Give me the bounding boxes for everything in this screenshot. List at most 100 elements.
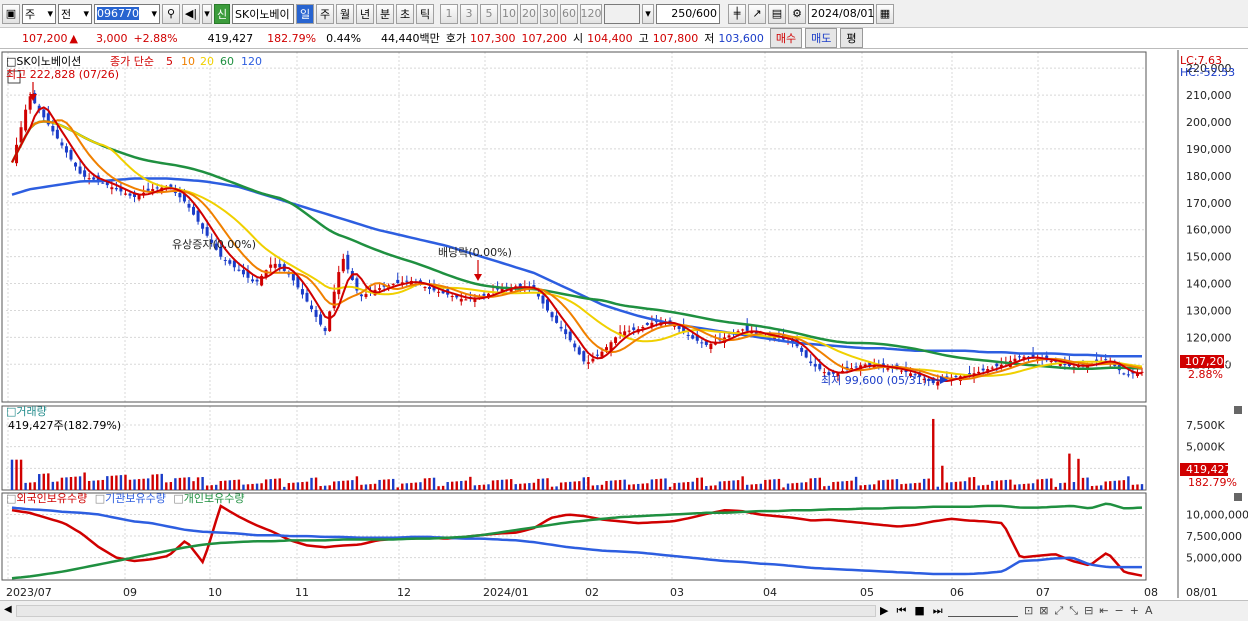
tab-year[interactable]: 년 [356, 3, 374, 24]
fib-icon[interactable]: ⊟ [1084, 604, 1094, 617]
candle [573, 340, 577, 352]
stock-code-input[interactable]: 096770 ▾ [94, 3, 160, 24]
volume-bar [600, 484, 604, 490]
scroll-track[interactable] [16, 605, 876, 617]
candle-body [19, 127, 23, 143]
volume-bar [505, 479, 508, 490]
candle [450, 294, 454, 302]
candle-body [210, 239, 214, 243]
tab-minute[interactable]: 분 [376, 3, 394, 24]
interval-button[interactable]: 120 [580, 3, 602, 24]
volume-panel-close-icon[interactable] [1234, 406, 1242, 414]
candle-body [287, 273, 291, 275]
sell-button[interactable]: 매도 [805, 28, 838, 48]
panel-toggle-icon[interactable] [7, 70, 21, 84]
volume-bar [351, 480, 354, 490]
candle [314, 305, 318, 323]
indicator-button[interactable]: ↗ [748, 3, 766, 24]
stock-chart[interactable]: 110,000120,000130,000140,000150,000160,0… [0, 50, 1248, 600]
market-type-select[interactable]: 주 ▾ [22, 3, 56, 24]
volume-bar [210, 485, 213, 490]
zoom-slider[interactable] [948, 605, 1018, 617]
speaker-menu-button[interactable]: ▾ [202, 3, 212, 24]
interval-button[interactable]: 60 [560, 3, 578, 24]
interval-button[interactable]: 10 [500, 3, 518, 24]
tab-week[interactable]: 주 [316, 3, 334, 24]
screen-menu-button[interactable]: ▣ [2, 3, 20, 24]
candle-body [346, 254, 350, 270]
candle-body [300, 289, 304, 295]
volume-bar [718, 481, 722, 490]
candle-body [682, 325, 686, 333]
volume-bar [28, 482, 32, 490]
volume-bar [373, 483, 377, 490]
scroll-left-icon[interactable]: ◀ [4, 604, 12, 615]
panel-frame [1, 492, 1147, 581]
volume-bar [314, 477, 318, 490]
volume-bar [723, 481, 726, 490]
font-size-icon[interactable]: A [1144, 604, 1153, 617]
play-icon[interactable]: ▶ [880, 604, 889, 617]
last-price-marker [1180, 355, 1224, 368]
candle [196, 208, 200, 225]
candle-type-button[interactable]: ╪ [728, 3, 746, 24]
search-button[interactable]: ⚲ [162, 3, 180, 24]
settings-button[interactable]: ⚙ [788, 3, 806, 24]
interval-button[interactable]: 30 [540, 3, 558, 24]
tab-second[interactable]: 초 [396, 3, 414, 24]
volume-bar [1040, 479, 1044, 490]
volume-bar [128, 479, 132, 490]
buy-button[interactable]: 매수 [769, 28, 803, 48]
step-forward-icon[interactable]: ⏭ [932, 604, 943, 617]
tab-month[interactable]: 월 [336, 3, 354, 24]
holdings-panel-close-icon[interactable] [1234, 493, 1242, 501]
interval-button[interactable]: 3 [460, 3, 478, 24]
stop-icon[interactable]: ■ [914, 604, 925, 617]
interval-button[interactable]: 1 [440, 3, 458, 24]
save-button[interactable]: ▤ [768, 3, 786, 24]
candle-body [142, 192, 146, 195]
volume-bar [850, 480, 853, 490]
new-listing-badge: 신 [214, 3, 230, 24]
candle-body [105, 181, 109, 186]
chevron-down-icon: ▾ [204, 7, 210, 20]
volume-bar [868, 484, 871, 490]
volume-bar [591, 485, 595, 490]
date-input[interactable]: 2024/08/01 [808, 3, 874, 24]
custom-interval-dropdown[interactable]: ▾ [642, 3, 654, 24]
tab-tick[interactable]: 틱 [416, 3, 434, 24]
volume-bar [963, 481, 967, 490]
volume-bar [1077, 458, 1080, 490]
candle [405, 275, 409, 287]
scroll-controls: ▶ ⏮ ■ ⏭ [880, 604, 943, 618]
volume-bar [705, 486, 708, 490]
evaluation-button[interactable]: 평 [840, 28, 863, 48]
calendar-button[interactable]: ▦ [876, 3, 894, 24]
zoom-out-icon[interactable]: − [1114, 604, 1124, 617]
candle [310, 300, 314, 313]
candle-body [568, 331, 572, 341]
custom-interval-input[interactable] [604, 3, 640, 24]
ma120-legend: 120 [241, 55, 262, 68]
tab-day[interactable]: 일 [296, 3, 314, 24]
zoom-in-icon[interactable]: + [1129, 604, 1139, 617]
max-arrow-head-icon [29, 94, 37, 101]
volume-bar [432, 477, 436, 490]
cross-icon[interactable]: ⊠ [1039, 604, 1049, 617]
volume-bar [632, 484, 635, 490]
candle-body [214, 243, 218, 250]
compare-icon[interactable]: ⇤ [1099, 604, 1109, 617]
zoom-box-icon[interactable]: ⊡ [1024, 604, 1034, 617]
volume-bar [42, 473, 45, 490]
exchange-select[interactable]: 전 ▾ [58, 3, 92, 24]
interval-button[interactable]: 5 [480, 3, 498, 24]
volume-bar [183, 477, 186, 490]
step-back-icon[interactable]: ⏮ [896, 604, 907, 617]
chevron-down-icon: ▾ [151, 7, 157, 20]
volume-bar [1031, 483, 1035, 490]
interval-button[interactable]: 20 [520, 3, 538, 24]
draw-trend-icon[interactable]: ⤡ [1069, 604, 1079, 617]
speaker-button[interactable]: ◀| [182, 3, 200, 24]
draw-line-icon[interactable]: ⤢ [1054, 604, 1064, 617]
data-count-input[interactable]: 250/600 [656, 3, 720, 24]
